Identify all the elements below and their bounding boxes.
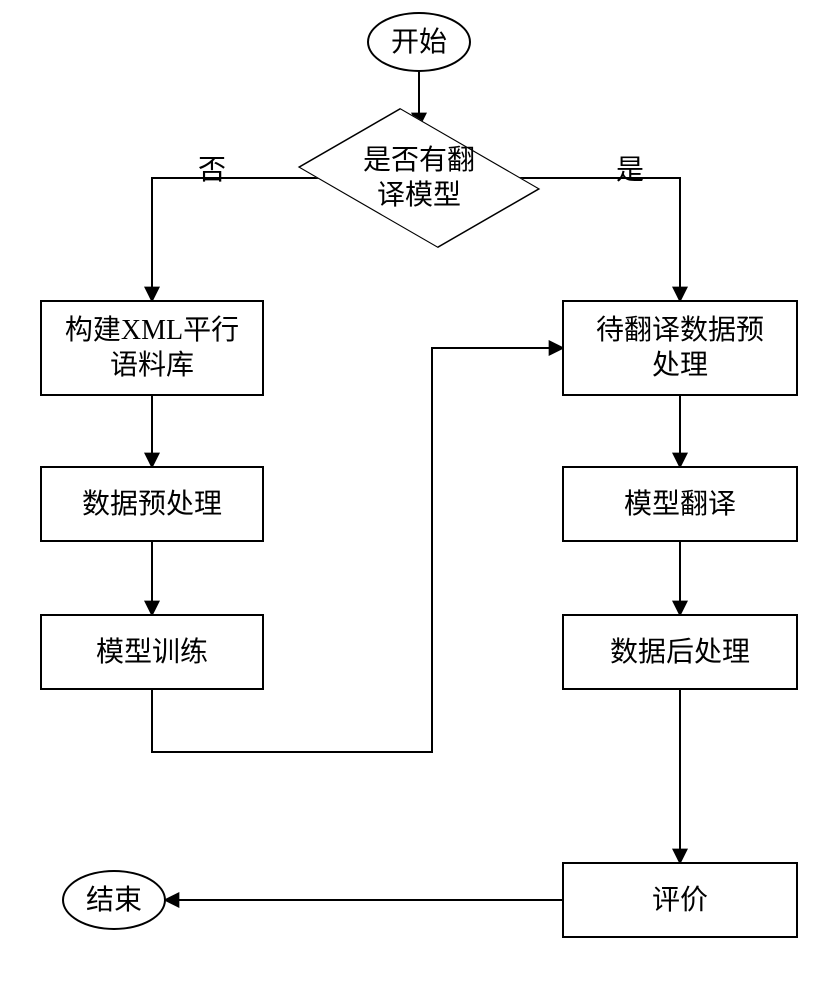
build-corpus-label: 构建XML平行 语料库 xyxy=(65,313,239,383)
branch-label-yes: 是 xyxy=(616,148,644,188)
evaluate-node: 评价 xyxy=(562,862,798,938)
train-node: 模型训练 xyxy=(40,614,264,690)
decision-node: 是否有翻 译模型 xyxy=(319,126,519,230)
preproc-left-label: 数据预处理 xyxy=(82,487,222,522)
edge-decision-build_corpus xyxy=(152,178,319,300)
end-label: 结束 xyxy=(86,883,142,918)
edge-decision-preproc_r xyxy=(519,178,680,300)
postproc-node: 数据后处理 xyxy=(562,614,798,690)
postproc-label: 数据后处理 xyxy=(610,635,750,670)
start-node: 开始 xyxy=(367,12,471,72)
decision-label: 是否有翻 译模型 xyxy=(363,143,475,213)
translate-node: 模型翻译 xyxy=(562,466,798,542)
start-label: 开始 xyxy=(391,25,447,60)
train-label: 模型训练 xyxy=(96,635,208,670)
translate-label: 模型翻译 xyxy=(624,487,736,522)
branch-label-no: 否 xyxy=(198,148,226,188)
evaluate-label: 评价 xyxy=(652,883,708,918)
build-corpus-node: 构建XML平行 语料库 xyxy=(40,300,264,396)
preproc-right-node: 待翻译数据预 处理 xyxy=(562,300,798,396)
edge-train-preproc_r xyxy=(152,348,562,752)
preproc-right-label: 待翻译数据预 处理 xyxy=(596,313,764,383)
preproc-left-node: 数据预处理 xyxy=(40,466,264,542)
end-node: 结束 xyxy=(62,870,166,930)
